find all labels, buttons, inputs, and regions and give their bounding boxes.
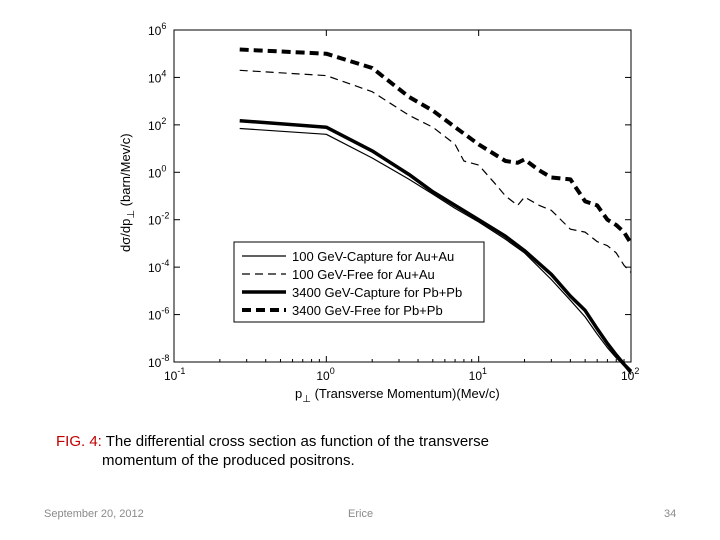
y-tick-label: 106 [148,21,166,38]
y-tick-label: 104 [148,68,166,85]
caption-text-line2: momentum of the produced positrons. [102,452,355,469]
x-tick-label: 10-1 [164,366,185,383]
y-tick-label: 10-6 [148,306,169,323]
x-axis-title: p⊥ (Transverse Momentum)(Mev/c) [295,386,500,405]
footer-center: Erice [348,508,374,520]
legend-label-1: 100 GeV-Capture for Au+Au [292,249,454,264]
caption-text-line1: The differential cross section as functi… [101,433,489,450]
x-tick-label: 102 [621,366,639,383]
x-axis-ticks: 10-1 100 101 102 [164,30,639,383]
legend: 100 GeV-Capture for Au+Au 100 GeV-Free fo… [233,241,485,323]
y-axis-title: dσ/dp⊥ (barn/Mev/c) [118,133,137,252]
y-tick-label: 10-4 [148,258,169,275]
series-line-4 [239,47,633,245]
chart: 10-1 100 101 102 10-810-610-410-21001021041… [118,21,639,405]
legend-label-2: 100 GeV-Free for Au+Au [292,267,435,282]
legend-label-4: 3400 GeV-Free for Pb+Pb [292,303,443,318]
series-line-2 [239,69,632,273]
figure-label: FIG. 4: [56,433,102,450]
series-line-3 [239,118,633,373]
plot-frame [173,29,632,363]
figure-caption: FIG. 4: The differential cross section a… [56,432,656,470]
y-axis-ticks: 10-8 10-6 10-4 10-2 100 102 104 106 [148,21,631,370]
series-layer [239,47,633,375]
y-tick-label: 102 [148,116,166,133]
footer-page-number: 34 [664,508,677,520]
y-tick-label: 100 [148,163,166,180]
x-tick-label: 100 [316,366,334,383]
y-tick-label: 10-8 [148,353,169,370]
y-tick-label: 10-2 [148,211,169,228]
footer-date: September 20, 2012 [44,508,144,520]
x-tick-label: 101 [469,366,487,383]
legend-label-3: 3400 GeV-Capture for Pb+Pb [292,285,462,300]
legend-entries: 100 GeV-Capture for Au+Au 100 GeV-Free fo… [242,249,462,318]
